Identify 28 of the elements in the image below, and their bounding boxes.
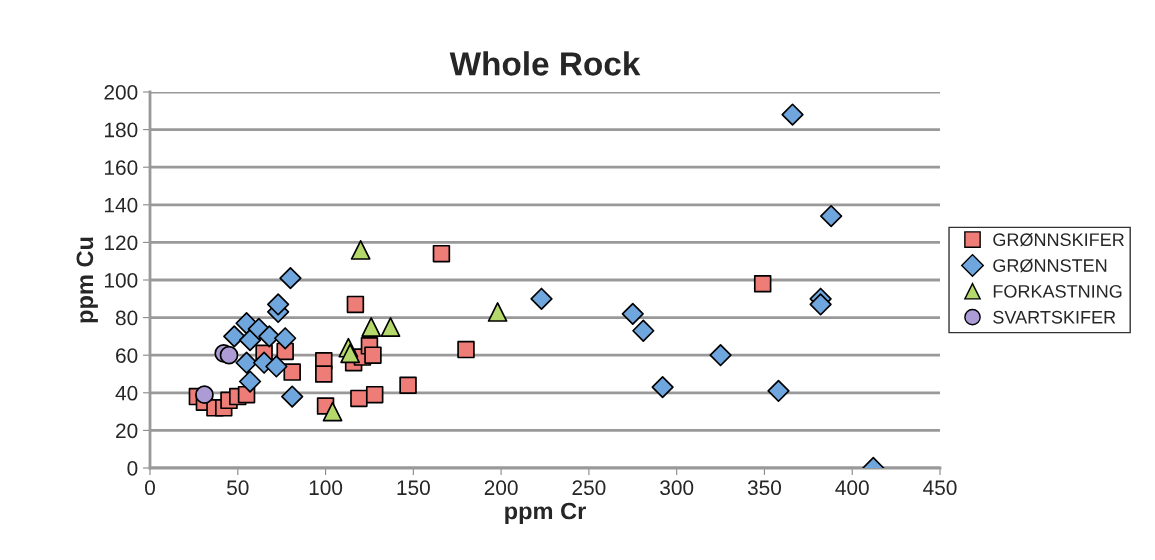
y-axis-title: ppm Cu [76, 237, 98, 323]
x-tick-label: 50 [227, 480, 249, 496]
legend-label: SVARTSKIFER [993, 310, 1116, 324]
legend-label: FORKASTNING [993, 284, 1122, 298]
y-tick-label: 160 [105, 160, 138, 175]
x-tick-label: 150 [397, 480, 430, 496]
y-tick-label: 60 [116, 348, 138, 363]
x-tick-label: 200 [484, 480, 518, 496]
y-tick-label: 120 [105, 235, 138, 251]
x-tick-label: 100 [309, 480, 343, 496]
x-tick-label: 400 [835, 480, 869, 496]
x-tick-label: 0 [145, 480, 155, 496]
x-tick-label: 250 [572, 480, 606, 496]
y-tick-label: 0 [127, 461, 138, 476]
y-tick-label: 140 [105, 197, 138, 213]
x-axis-title: ppm Cr [505, 502, 586, 525]
y-tick-label: 180 [105, 122, 138, 138]
y-tick-label: 200 [104, 85, 138, 100]
y-tick-label: 20 [116, 423, 138, 439]
legend-label: GRØNNSKIFER [993, 232, 1124, 247]
y-tick-label: 80 [115, 310, 138, 326]
x-tick-label: 450 [923, 480, 957, 496]
x-tick-label: 300 [660, 480, 694, 496]
x-tick-label: 350 [747, 480, 782, 496]
y-tick-label: 40 [115, 385, 138, 401]
y-tick-label: 100 [105, 273, 138, 288]
legend-label: GRØNNSTEN [993, 258, 1107, 273]
chart-title: Whole Rock [449, 51, 641, 76]
